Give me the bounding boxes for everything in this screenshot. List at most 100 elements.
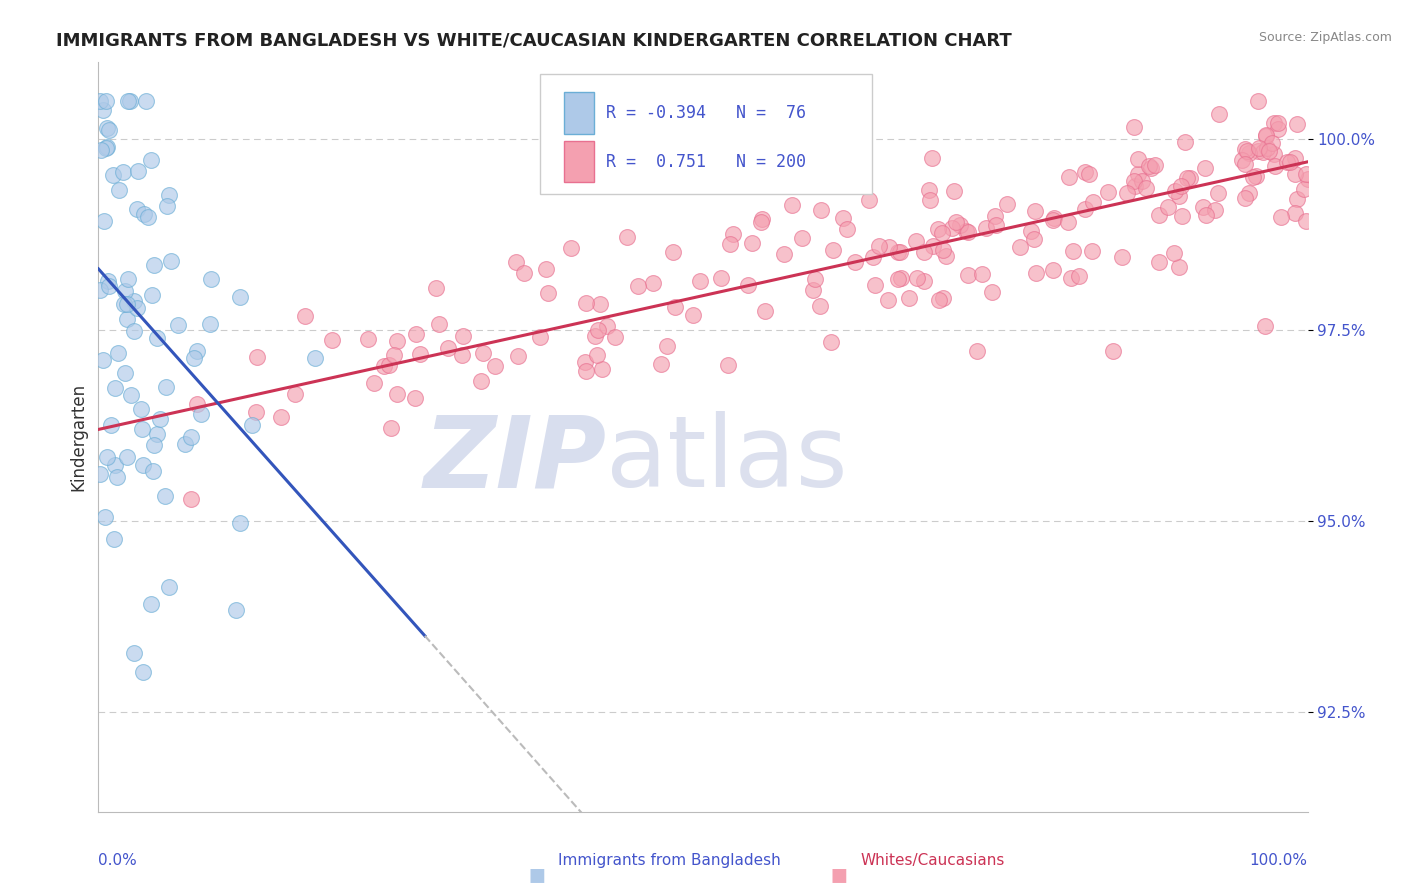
Point	[451, 348, 474, 362]
Point	[484, 359, 506, 374]
Point	[941, 221, 963, 235]
Point	[751, 211, 773, 226]
Point	[1111, 250, 1133, 264]
Point	[931, 291, 953, 305]
Point	[534, 262, 557, 277]
Point	[741, 236, 763, 251]
Point	[886, 272, 908, 286]
Point	[877, 240, 900, 254]
Point	[149, 412, 172, 426]
Point	[122, 294, 145, 309]
Text: Source: ZipAtlas.com: Source: ZipAtlas.com	[1258, 31, 1392, 45]
Point	[91, 352, 114, 367]
Point	[385, 387, 408, 401]
Point	[717, 358, 740, 372]
Point	[984, 209, 1007, 223]
Point	[1294, 182, 1316, 196]
Point	[1069, 268, 1091, 283]
Point	[1257, 144, 1279, 158]
Text: atlas: atlas	[606, 411, 848, 508]
Point	[405, 326, 427, 341]
Point	[1122, 120, 1144, 134]
Text: ▪: ▪	[527, 861, 546, 888]
Point	[1140, 161, 1163, 176]
Point	[377, 358, 399, 372]
Point	[905, 234, 928, 248]
Point	[1137, 159, 1160, 173]
Point	[574, 295, 596, 310]
Point	[1247, 94, 1270, 108]
Point	[912, 244, 935, 259]
Point	[127, 164, 149, 178]
Point	[949, 218, 972, 232]
Bar	[564, 141, 595, 182]
Point	[451, 329, 474, 343]
FancyBboxPatch shape	[540, 74, 872, 194]
Point	[955, 224, 977, 238]
Text: R =  0.751   N = 200: R = 0.751 N = 200	[606, 153, 806, 171]
Point	[1171, 209, 1194, 223]
Point	[114, 296, 136, 310]
Point	[1285, 116, 1308, 130]
Point	[1233, 191, 1256, 205]
Point	[321, 333, 343, 347]
Point	[436, 342, 458, 356]
Point	[105, 469, 128, 483]
Point	[159, 253, 181, 268]
Point	[1163, 185, 1185, 199]
Point	[1008, 240, 1031, 254]
Point	[294, 309, 316, 323]
Point	[890, 271, 912, 285]
Point	[89, 467, 111, 481]
Point	[117, 94, 139, 108]
Text: Whites/Caucasians: Whites/Caucasians	[860, 853, 1004, 868]
Point	[111, 164, 134, 178]
Point	[425, 281, 447, 295]
Point	[382, 347, 405, 361]
Point	[132, 458, 155, 473]
Point	[585, 348, 607, 362]
Point	[167, 318, 190, 332]
Point	[270, 409, 292, 424]
Point	[650, 357, 672, 371]
Point	[986, 218, 1008, 232]
Point	[1170, 178, 1192, 193]
Point	[832, 211, 855, 225]
Point	[817, 174, 839, 188]
Point	[1194, 161, 1216, 176]
Point	[470, 375, 492, 389]
Point	[1237, 145, 1260, 160]
Bar	[564, 93, 595, 134]
Point	[664, 301, 686, 315]
Point	[918, 193, 941, 207]
Point	[898, 291, 921, 305]
Point	[956, 225, 979, 239]
Point	[225, 603, 247, 617]
Text: Immigrants from Bangladesh: Immigrants from Bangladesh	[558, 853, 780, 868]
Point	[108, 183, 131, 197]
Point	[981, 285, 1004, 300]
Point	[970, 267, 993, 281]
Point	[97, 278, 120, 293]
Point	[780, 198, 803, 212]
Point	[737, 278, 759, 293]
Point	[186, 344, 208, 359]
Point	[932, 244, 955, 258]
Point	[583, 328, 606, 343]
Point	[1168, 260, 1191, 274]
Point	[995, 197, 1018, 211]
Point	[96, 121, 118, 136]
Point	[596, 318, 619, 333]
Point	[820, 334, 842, 349]
Point	[754, 303, 776, 318]
Point	[1024, 232, 1046, 246]
Point	[142, 464, 165, 478]
Point	[1126, 153, 1149, 167]
Point	[928, 293, 950, 307]
Point	[1102, 344, 1125, 359]
Point	[155, 380, 177, 394]
Point	[404, 391, 426, 405]
Point	[229, 516, 252, 530]
Point	[89, 94, 111, 108]
Point	[945, 215, 967, 229]
